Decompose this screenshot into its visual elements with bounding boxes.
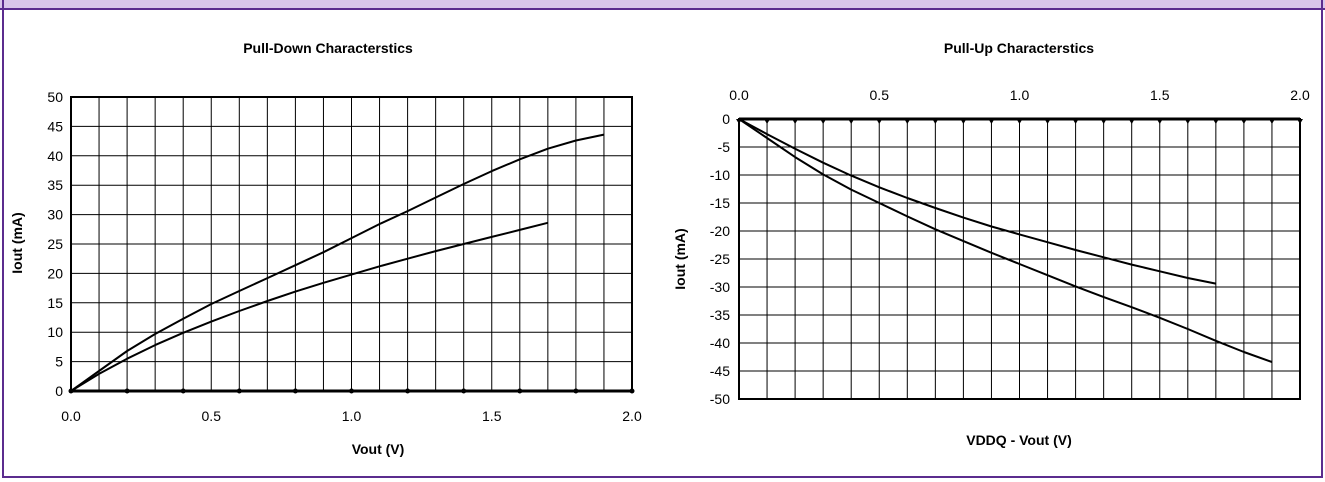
axis-tick-marker — [932, 119, 939, 124]
x-tick-label: 1.0 — [1010, 87, 1030, 103]
series-line-1 — [738, 118, 1273, 363]
axis-tick-marker — [876, 119, 883, 124]
axis-tick-marker — [1268, 119, 1275, 124]
axis-tick-dot — [629, 388, 635, 394]
y-tick-label: 45 — [47, 118, 63, 134]
axis-tick-marker — [1212, 119, 1219, 124]
axis-tick-marker — [988, 119, 995, 124]
y-tick-label: 10 — [47, 324, 63, 340]
axis-tick-dot — [461, 388, 467, 394]
y-tick-label: -15 — [710, 195, 730, 211]
x-tick-label: 1.5 — [482, 408, 502, 424]
y-tick-label: 35 — [47, 177, 63, 193]
axis-tick-dot — [124, 388, 130, 394]
header-banner — [0, 0, 1325, 10]
y-tick-label: 0 — [722, 111, 730, 127]
y-tick-label: 5 — [55, 354, 63, 370]
x-tick-label: 1.5 — [1150, 87, 1170, 103]
axis-tick-dot — [573, 388, 579, 394]
series-line-1 — [70, 133, 605, 392]
chart-title: Pull-Up Characterstics — [944, 40, 1094, 56]
axis-tick-marker — [1100, 119, 1107, 124]
x-tick-label: 1.0 — [342, 408, 362, 424]
x-tick-label: 0.5 — [870, 87, 890, 103]
axis-tick-dot — [180, 388, 186, 394]
axis-tick-dot — [517, 388, 523, 394]
axis-tick-marker — [1072, 119, 1079, 124]
y-tick-label: -40 — [710, 335, 730, 351]
y-tick-label: -50 — [710, 391, 730, 407]
y-tick-label: -45 — [710, 363, 730, 379]
x-tick-label: 2.0 — [1290, 87, 1310, 103]
axis-tick-marker — [848, 119, 855, 124]
axis-tick-marker — [1240, 119, 1247, 124]
y-tick-label: -5 — [718, 139, 731, 155]
axis-tick-marker — [1128, 119, 1135, 124]
pull-down-chart: Pull-Down Characterstics Vout (V) Iout (… — [9, 40, 642, 457]
y-axis-label: Iout (mA) — [672, 228, 688, 289]
axis-tick-marker — [1184, 119, 1191, 124]
axis-tick-dot — [236, 388, 242, 394]
y-tick-label: 15 — [47, 295, 63, 311]
series-line-2 — [738, 118, 1216, 285]
x-axis-label: VDDQ - Vout (V) — [966, 432, 1072, 448]
series-line-2 — [70, 221, 549, 392]
y-axis-label: Iout (mA) — [9, 212, 25, 273]
x-tick-label: 0.0 — [729, 87, 749, 103]
axis-tick-dot — [349, 388, 354, 394]
axis-tick-marker — [1016, 119, 1023, 124]
x-tick-label: 2.0 — [622, 408, 642, 424]
y-tick-label: 50 — [47, 89, 63, 105]
axis-tick-marker — [792, 119, 799, 124]
y-tick-label: 30 — [47, 207, 63, 223]
y-tick-label: -30 — [710, 279, 730, 295]
y-tick-label: 0 — [55, 383, 63, 399]
y-tick-label: 25 — [47, 236, 63, 252]
y-tick-label: 40 — [47, 148, 63, 164]
axis-tick-marker — [1297, 119, 1303, 124]
y-tick-label: -10 — [710, 167, 730, 183]
axis-tick-marker — [764, 119, 771, 124]
x-tick-label: 0.5 — [202, 408, 222, 424]
axis-tick-marker — [960, 119, 967, 124]
axis-tick-dot — [292, 388, 298, 394]
chart-title: Pull-Down Characterstics — [243, 40, 413, 56]
y-tick-label: -25 — [710, 251, 730, 267]
axis-tick-dot — [405, 388, 411, 394]
x-axis-label: Vout (V) — [352, 441, 405, 457]
pull-up-chart: Pull-Up Characterstics VDDQ - Vout (V) I… — [672, 40, 1310, 448]
y-tick-label: -35 — [710, 307, 730, 323]
axis-tick-marker — [820, 119, 827, 124]
axis-tick-marker — [904, 119, 911, 124]
y-tick-label: -20 — [710, 223, 730, 239]
axis-tick-marker — [1044, 119, 1051, 124]
y-tick-label: 20 — [47, 265, 63, 281]
axis-tick-marker — [1156, 119, 1163, 124]
x-tick-label: 0.0 — [61, 408, 81, 424]
